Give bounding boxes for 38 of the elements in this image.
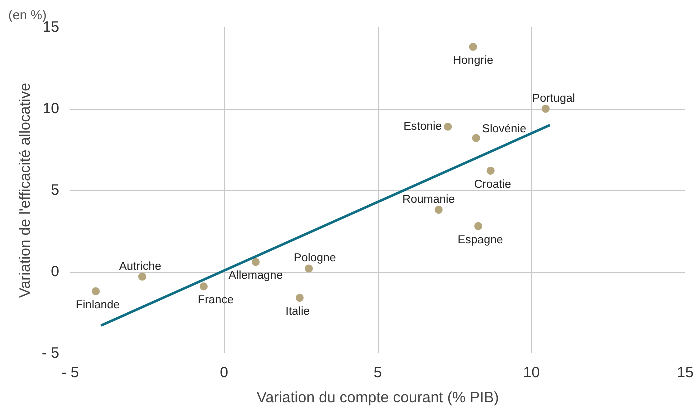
point [474, 222, 483, 230]
y-tick-label: 10 [42, 100, 60, 118]
point [444, 122, 452, 131]
annotation: Roumanie [402, 194, 456, 206]
x-tick-label: 10 [523, 364, 540, 382]
y-axis-title: Variation de l'efficacité allocative [16, 83, 34, 298]
point [469, 43, 478, 52]
annotation: Croatie [474, 178, 512, 191]
x-tick-label: 0 [220, 364, 228, 382]
point [434, 206, 443, 214]
annotation: Pologne [294, 252, 336, 265]
x-tick-label: - 5 [62, 364, 80, 382]
x-tick-label: 5 [374, 364, 382, 382]
annotation: Espagne [458, 234, 504, 246]
annotation: Italie [286, 306, 310, 318]
annotation: France [198, 294, 234, 307]
annotation: Slovénie [482, 123, 527, 136]
annotation: Finlande [76, 300, 120, 312]
point [296, 294, 304, 302]
text: (en %) [8, 8, 47, 22]
x-axis-title: Variation du compte courant (% PIB) [256, 390, 500, 406]
point [200, 282, 208, 291]
point [542, 105, 550, 113]
point [92, 288, 100, 296]
y-tick-label: 0 [51, 264, 60, 280]
point [252, 258, 260, 266]
annotation: Portugal [532, 93, 576, 105]
x-tick-label: 15 [677, 364, 694, 382]
annotation: Autriche [119, 260, 162, 273]
point [138, 272, 146, 281]
point [486, 166, 495, 175]
y-tick-label: 5 [51, 182, 60, 199]
point [305, 264, 314, 273]
y-tick-label: - 5 [42, 345, 60, 362]
point [472, 134, 480, 142]
annotation: Allemagne [228, 270, 284, 282]
annotation: Hongrie [453, 55, 494, 68]
annotation: Estonie [404, 120, 442, 133]
